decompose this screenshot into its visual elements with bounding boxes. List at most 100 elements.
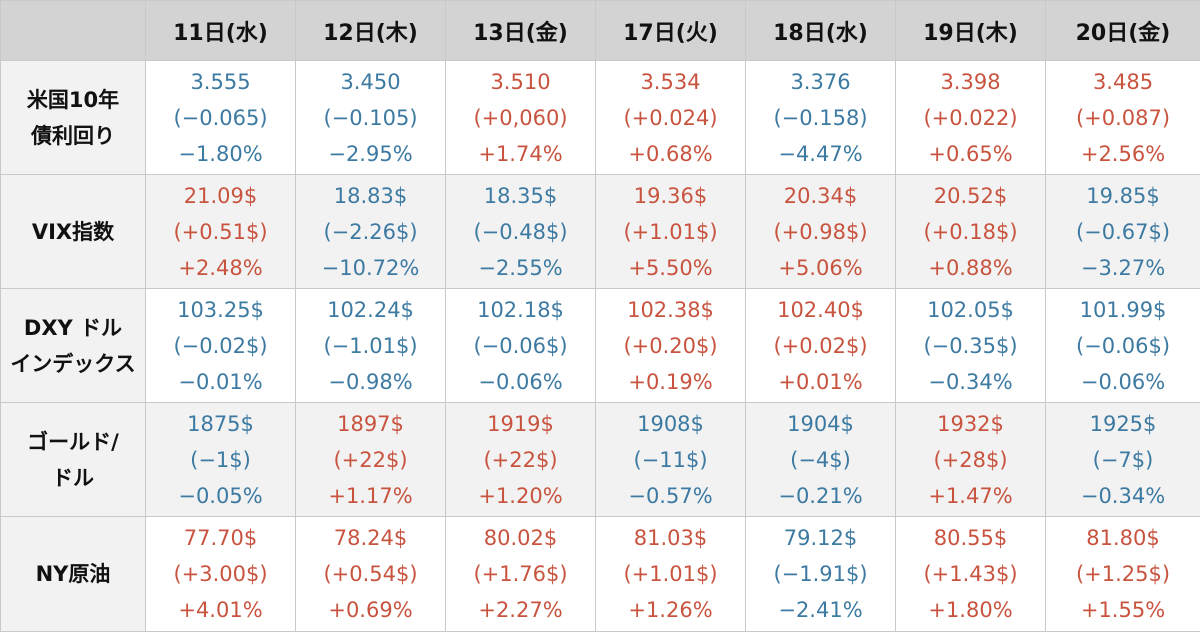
cell-change: (+1.01$) [623, 562, 718, 586]
day-header: 20日(金) [1045, 0, 1200, 61]
data-cell: 3.485 (+0.087) +2.56% [1045, 60, 1200, 175]
cell-value: 80.02$ [483, 526, 558, 550]
cell-value: 19.36$ [633, 183, 708, 208]
table-row: ゴールド/ドル 1875$ (−1$) −0.05% 1897$ (+22$) +1.17%… [0, 402, 1200, 517]
cell-pct: +0.68% [628, 141, 713, 166]
cell-change: (+0.51$) [173, 219, 268, 244]
data-cell: 1919$ (+22$) +1.20% [445, 402, 596, 517]
table-body: 米国10年 債利回り 3.555 (−0.065) −1.80% 3.450 (−0.105… [0, 60, 1200, 632]
cell-value: 1932$ [937, 411, 1004, 436]
cell-value: 102.18$ [477, 297, 564, 322]
cell-change: (−1.91$) [773, 562, 868, 586]
cell-change: (+0,060) [473, 105, 568, 130]
data-cell: 1925$ (−7$) −0.34% [1045, 402, 1200, 517]
data-cell: 18.35$ (−0.48$) −2.55% [445, 174, 596, 289]
data-cell: 81.03$ (+1.01$) +1.26% [595, 516, 746, 632]
cell-pct: −0.06% [478, 369, 563, 394]
data-cell: 81.80$ (+1.25$) +1.55% [1045, 516, 1200, 632]
cell-change: (−0.105) [323, 105, 418, 130]
cell-pct: +1.47% [928, 483, 1013, 508]
row-label-line: ドル [52, 465, 94, 490]
cell-value: 3.398 [940, 69, 1001, 94]
data-cell: 79.12$ (−1.91$) −2.41% [745, 516, 896, 632]
cell-change: (+0.022) [923, 105, 1018, 130]
row-label-line: 米国10年 [26, 87, 120, 112]
cell-value: 80.55$ [933, 526, 1008, 550]
cell-value: 79.12$ [783, 526, 858, 550]
cell-pct: −3.27% [1080, 255, 1166, 280]
cell-value: 103.25$ [177, 297, 264, 322]
day-header: 13日(金) [445, 0, 596, 61]
cell-change: (−0.158) [773, 105, 868, 130]
row-label-line: DXY ドル [23, 315, 123, 340]
table-row: VIX指数 21.09$ (+0.51$) +2.48% 18.83$ (−2.26$) −… [0, 174, 1200, 289]
cell-change: (−1.01$) [323, 333, 418, 358]
cell-value: 1919$ [487, 411, 554, 436]
cell-pct: −0.34% [928, 369, 1013, 394]
data-cell: 3.450 (−0.105) −2.95% [295, 60, 446, 175]
data-cell: 1908$ (−11$) −0.57% [595, 402, 746, 517]
row-label-line: NY原油 [35, 562, 111, 586]
day-header: 18日(水) [745, 0, 896, 61]
cell-value: 1908$ [637, 411, 704, 436]
data-cell: 19.85$ (−0.67$) −3.27% [1045, 174, 1200, 289]
data-cell: 19.36$ (+1.01$) +5.50% [595, 174, 746, 289]
cell-change: (+0.02$) [773, 333, 868, 358]
cell-pct: +2.27% [478, 598, 563, 622]
cell-pct: +1.26% [628, 598, 713, 622]
cell-value: 3.510 [490, 69, 551, 94]
data-cell: 3.398 (+0.022) +0.65% [895, 60, 1046, 175]
cell-value: 102.38$ [627, 297, 714, 322]
cell-change: (−4$) [790, 447, 851, 472]
cell-pct: +0.69% [328, 598, 413, 622]
data-cell: 3.376 (−0.158) −4.47% [745, 60, 896, 175]
cell-value: 20.34$ [783, 183, 858, 208]
day-header: 17日(火) [595, 0, 746, 61]
cell-value: 19.85$ [1086, 183, 1160, 208]
cell-value: 1904$ [787, 411, 854, 436]
cell-change: (+22$) [483, 447, 558, 472]
cell-value: 3.555 [190, 69, 251, 94]
cell-pct: +2.48% [178, 255, 263, 280]
row-label: ゴールド/ドル [0, 402, 146, 517]
cell-pct: +1.80% [928, 598, 1013, 622]
data-cell: 3.555 (−0.065) −1.80% [145, 60, 296, 175]
cell-value: 81.03$ [633, 526, 708, 550]
cell-value: 102.24$ [327, 297, 414, 322]
header-row: 11日(水) 12日(木) 13日(金) 17日(火) 18日(水) 19日(木… [0, 0, 1200, 61]
cell-value: 1897$ [337, 411, 404, 436]
data-cell: 102.05$ (−0.35$) −0.34% [895, 288, 1046, 403]
cell-change: (−0.48$) [473, 219, 568, 244]
cell-value: 18.35$ [483, 183, 558, 208]
cell-pct: −2.95% [328, 141, 413, 166]
cell-pct: +0.88% [928, 255, 1013, 280]
cell-value: 21.09$ [183, 183, 258, 208]
data-cell: 1875$ (−1$) −0.05% [145, 402, 296, 517]
row-label-line: 債利回り [31, 123, 115, 148]
cell-value: 3.376 [790, 69, 851, 94]
cell-pct: +4.01% [178, 598, 263, 622]
cell-value: 3.485 [1092, 69, 1154, 94]
cell-change: (−0.06$) [1075, 333, 1171, 358]
cell-pct: −0.01% [178, 369, 263, 394]
cell-change: (+1.01$) [623, 219, 718, 244]
data-cell: 103.25$ (−0.02$) −0.01% [145, 288, 296, 403]
row-label: DXY ドル インデックス [0, 288, 146, 403]
cell-change: (+28$) [933, 447, 1008, 472]
cell-value: 20.52$ [933, 183, 1008, 208]
cell-change: (−1$) [190, 447, 251, 472]
data-cell: 3.534 (+0.024) +0.68% [595, 60, 746, 175]
day-header: 11日(水) [145, 0, 296, 61]
cell-pct: −0.57% [628, 483, 713, 508]
cell-pct: −4.47% [778, 141, 863, 166]
cell-pct: −2.41% [778, 598, 863, 622]
cell-pct: +5.06% [778, 255, 863, 280]
cell-value: 1925$ [1089, 411, 1157, 436]
cell-change: (−11$) [633, 447, 708, 472]
cell-pct: +1.20% [478, 483, 563, 508]
cell-pct: +0.19% [628, 369, 713, 394]
data-cell: 102.38$ (+0.20$) +0.19% [595, 288, 746, 403]
cell-change: (−0.67$) [1075, 219, 1171, 244]
data-cell: 21.09$ (+0.51$) +2.48% [145, 174, 296, 289]
